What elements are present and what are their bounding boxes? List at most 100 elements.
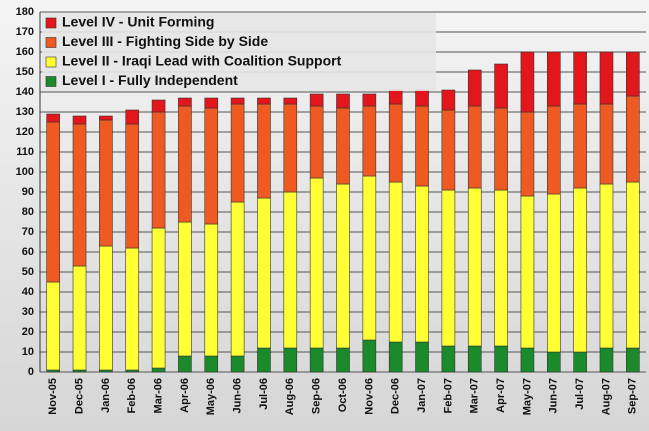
bar-segment bbox=[151, 111, 166, 229]
legend-label: Level I - Fully Independent bbox=[62, 72, 238, 88]
bar-segment bbox=[573, 51, 587, 105]
bar-segment bbox=[573, 351, 587, 373]
bar-segment bbox=[230, 201, 245, 357]
bar-segment bbox=[309, 105, 324, 179]
x-tick-label: Jul-07 bbox=[574, 378, 586, 410]
bar-segment bbox=[362, 105, 377, 177]
y-tick-label: 170 bbox=[16, 26, 34, 38]
bar-segment bbox=[257, 97, 271, 105]
bar-segment bbox=[46, 121, 60, 283]
y-tick-label: 120 bbox=[16, 126, 34, 138]
bar-segment bbox=[388, 89, 403, 105]
bar-segment bbox=[494, 345, 508, 373]
bar-segment bbox=[494, 189, 508, 347]
bar-segment bbox=[178, 221, 192, 357]
bar-segment bbox=[336, 347, 350, 373]
bar-segment bbox=[362, 339, 377, 373]
bar-segment bbox=[309, 93, 324, 107]
bar-segment bbox=[151, 227, 166, 369]
bar-segment bbox=[467, 69, 482, 107]
x-tick-label: Feb-06 bbox=[126, 378, 138, 413]
bar-segment bbox=[230, 355, 245, 373]
bar-segment bbox=[599, 183, 614, 349]
y-tick-label: 60 bbox=[22, 246, 34, 258]
y-tick-label: 70 bbox=[22, 226, 34, 238]
legend-swatch bbox=[45, 17, 57, 29]
x-tick-label: Dec-05 bbox=[73, 378, 85, 414]
bar-segment bbox=[309, 177, 324, 349]
legend-swatch bbox=[45, 76, 57, 87]
x-tick-label: Jun-06 bbox=[232, 378, 244, 413]
bar-segment bbox=[309, 347, 324, 373]
x-tick-label: Feb-07 bbox=[442, 378, 454, 413]
bar-segment bbox=[546, 105, 561, 195]
bar-segment bbox=[520, 195, 535, 349]
x-tick-label: Jan-06 bbox=[100, 378, 112, 413]
x-tick-label: Dec-06 bbox=[390, 378, 402, 414]
x-tick-label: Nov-06 bbox=[363, 378, 375, 415]
bar-segment bbox=[441, 109, 456, 191]
bar-segment bbox=[520, 111, 535, 197]
y-tick-label: 160 bbox=[16, 46, 34, 58]
bar-segment bbox=[626, 181, 640, 349]
bar-segment bbox=[388, 181, 403, 343]
legend-label: Level III - Fighting Side by Side bbox=[62, 33, 268, 49]
bar-segment bbox=[599, 103, 614, 185]
bar-segment bbox=[178, 105, 192, 223]
x-tick-label: Apr-07 bbox=[495, 378, 507, 413]
y-tick-label: 50 bbox=[22, 266, 34, 278]
bar-segment bbox=[626, 51, 640, 97]
bar-segment bbox=[494, 63, 508, 109]
y-tick-label: 140 bbox=[16, 86, 34, 98]
bar-segment bbox=[204, 97, 219, 109]
bar-segment bbox=[204, 355, 219, 373]
bar-segment bbox=[599, 347, 614, 373]
y-tick-label: 80 bbox=[22, 206, 34, 218]
legend-box bbox=[42, 13, 436, 91]
bar-segment bbox=[72, 265, 87, 371]
bar-segment bbox=[494, 107, 508, 191]
bar-segment bbox=[626, 347, 640, 373]
bar-segment bbox=[441, 89, 456, 111]
bar-segment bbox=[178, 355, 192, 373]
bar-segment bbox=[283, 347, 298, 373]
bar-segment bbox=[388, 341, 403, 373]
bar-segment bbox=[336, 107, 350, 185]
bar-segment bbox=[283, 97, 298, 105]
y-tick-label: 90 bbox=[22, 186, 34, 198]
y-tick-label: 150 bbox=[16, 66, 34, 78]
bar-segment bbox=[546, 351, 561, 373]
bar-segment bbox=[362, 93, 377, 107]
bar-segment bbox=[257, 197, 271, 349]
bar-segment bbox=[125, 123, 140, 249]
bar-segment bbox=[99, 119, 113, 247]
y-tick-label: 110 bbox=[16, 146, 34, 158]
bar-segment bbox=[415, 185, 429, 343]
y-tick-label: 130 bbox=[16, 106, 34, 118]
y-tick-label: 30 bbox=[22, 306, 34, 318]
legend-swatch bbox=[45, 56, 57, 68]
bar-segment bbox=[46, 113, 60, 123]
bar-segment bbox=[204, 223, 219, 357]
y-tick-label: 100 bbox=[16, 166, 34, 178]
x-tick-label: Sep-07 bbox=[627, 378, 639, 414]
x-tick-label: Apr-06 bbox=[179, 378, 191, 413]
x-tick-label: Jul-06 bbox=[258, 378, 270, 410]
bar-segment bbox=[125, 109, 140, 125]
bar-segment bbox=[467, 105, 482, 189]
bar-segment bbox=[283, 103, 298, 193]
bar-segment bbox=[599, 51, 614, 105]
bar-segment bbox=[441, 189, 456, 347]
bar-segment bbox=[72, 123, 87, 267]
bar-segment bbox=[573, 103, 587, 189]
x-tick-label: Aug-06 bbox=[284, 378, 296, 415]
bar-segment bbox=[257, 103, 271, 199]
bar-segment bbox=[467, 187, 482, 347]
x-tick-label: Sep-06 bbox=[311, 378, 323, 414]
y-tick-label: 20 bbox=[22, 326, 34, 338]
bar-segment bbox=[415, 105, 429, 187]
bar-segment bbox=[546, 51, 561, 107]
bar-segment bbox=[204, 107, 219, 225]
bar-segment bbox=[257, 347, 271, 373]
